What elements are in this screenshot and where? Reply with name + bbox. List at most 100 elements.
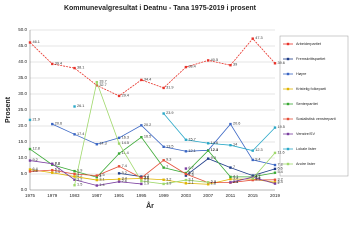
point	[117, 142, 121, 145]
point	[229, 144, 232, 147]
point	[251, 178, 254, 182]
x-tick-label: 1975	[25, 193, 36, 198]
value-label: 19.5	[278, 125, 285, 129]
point	[273, 178, 277, 181]
point	[184, 65, 188, 69]
legend-marker	[286, 117, 290, 121]
point	[162, 182, 165, 186]
value-label: 5.2	[122, 171, 127, 175]
value-label: 31.9	[166, 85, 173, 89]
value-label: 3.2	[77, 177, 82, 181]
point	[51, 168, 54, 172]
point	[28, 168, 32, 171]
point	[184, 172, 188, 176]
value-label: 32.7	[99, 83, 106, 87]
point	[273, 126, 277, 129]
point	[184, 138, 188, 141]
value-label: 20.6	[55, 122, 62, 126]
value-label: 20.2	[144, 123, 151, 127]
series-line	[29, 159, 276, 184]
legend-marker	[286, 147, 290, 151]
y-tick-label: 15.0	[18, 139, 27, 144]
point	[117, 136, 121, 140]
value-label: 4	[255, 175, 257, 179]
value-label: 14.6	[211, 141, 218, 145]
value-label: 20.6	[233, 122, 240, 126]
value-label: 5.4	[55, 170, 60, 174]
y-tick-label: 35.0	[18, 75, 27, 80]
point	[229, 122, 232, 126]
value-label: 7.4	[122, 164, 127, 168]
point	[73, 169, 76, 173]
y-tick-label: 10.0	[18, 155, 27, 160]
series-line	[74, 80, 276, 186]
point	[95, 176, 99, 179]
legend-label: Lokale lister	[296, 147, 317, 151]
point	[95, 174, 99, 177]
point	[229, 64, 232, 67]
value-label: 23.9	[166, 111, 173, 115]
value-label: 1.9	[166, 181, 171, 185]
value-label: 14.5	[122, 141, 129, 145]
value-label: 7	[166, 165, 168, 169]
value-label: 3.2	[278, 177, 283, 181]
legend-label: Andre lister	[296, 162, 316, 166]
point	[206, 59, 210, 62]
point	[251, 158, 254, 162]
value-label: 4.2	[144, 174, 149, 178]
y-tick-label: 25.0	[18, 107, 27, 112]
point	[184, 182, 188, 185]
value-label: 4.5	[99, 173, 104, 177]
value-label: 6.6	[278, 166, 283, 170]
value-label: 3.6	[255, 176, 260, 180]
legend-label: Fremskrittspartiet	[296, 57, 326, 61]
value-label: 39	[233, 63, 237, 67]
legend-label: Kristelig folkeparti	[296, 87, 326, 91]
point	[28, 159, 32, 162]
x-tick-label: 1987	[92, 193, 103, 198]
point	[206, 157, 210, 160]
value-label: 2.8	[144, 179, 149, 183]
value-label: 13.5	[166, 144, 173, 148]
x-tick-label: 2019	[270, 193, 281, 198]
point	[28, 41, 32, 44]
legend-label: Høyre	[296, 72, 306, 76]
value-label: 38.1	[77, 66, 84, 70]
point	[140, 182, 143, 186]
point	[251, 149, 254, 152]
value-label: 12.3	[255, 148, 262, 152]
point	[117, 177, 121, 181]
value-label: 9.4	[255, 157, 260, 161]
value-label: 9.2	[33, 158, 38, 162]
value-label: 4.5	[255, 173, 260, 177]
value-label: 2.4	[211, 180, 216, 184]
legend-label: Arbeiderpartiet	[296, 42, 322, 46]
series-line	[29, 38, 276, 97]
value-label: 9.3	[166, 158, 171, 162]
series-line	[163, 113, 276, 152]
x-tick-label: 2003	[181, 193, 192, 198]
value-label: 7	[233, 165, 235, 169]
value-label: 3.8	[144, 175, 149, 179]
point	[73, 184, 76, 187]
value-label: 2.6	[122, 179, 127, 183]
value-label: 6.2	[55, 168, 60, 172]
point	[51, 171, 54, 174]
point	[117, 165, 121, 168]
legend-marker	[286, 132, 290, 136]
value-label: 3.4	[122, 177, 127, 181]
point	[273, 167, 277, 171]
point	[140, 175, 143, 178]
value-label: 2.4	[278, 180, 283, 184]
point	[51, 162, 54, 165]
point	[162, 86, 165, 90]
legend-marker	[286, 57, 290, 61]
x-tick-label: 1991	[114, 193, 125, 198]
value-label: 12.1	[188, 149, 195, 153]
value-label: 39.4	[55, 61, 62, 65]
value-label: 4.1	[255, 174, 260, 178]
y-axis-label: Prosent	[5, 96, 12, 123]
point	[95, 80, 99, 84]
y-tick-label: 45.0	[18, 43, 27, 48]
value-label: 2.1	[188, 181, 193, 185]
